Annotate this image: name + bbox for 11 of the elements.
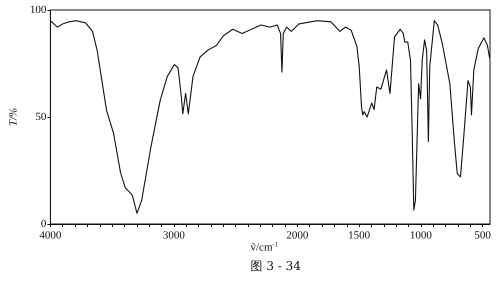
y-axis-title: T/%: [8, 108, 20, 126]
y-tick-label: 100: [30, 4, 47, 16]
x-tick-label: 4000: [39, 230, 62, 242]
x-tick-label: 2000: [286, 230, 309, 242]
x-tick-label: 1000: [410, 230, 432, 242]
y-tick-label: 0: [40, 218, 47, 230]
x-tick-label: 1500: [348, 230, 371, 242]
x-tick-label: 3000: [162, 230, 186, 242]
x-tick-label: 500: [474, 230, 492, 242]
caption: 图 3 - 34: [250, 259, 302, 273]
y-tick-label: 50: [35, 111, 47, 123]
